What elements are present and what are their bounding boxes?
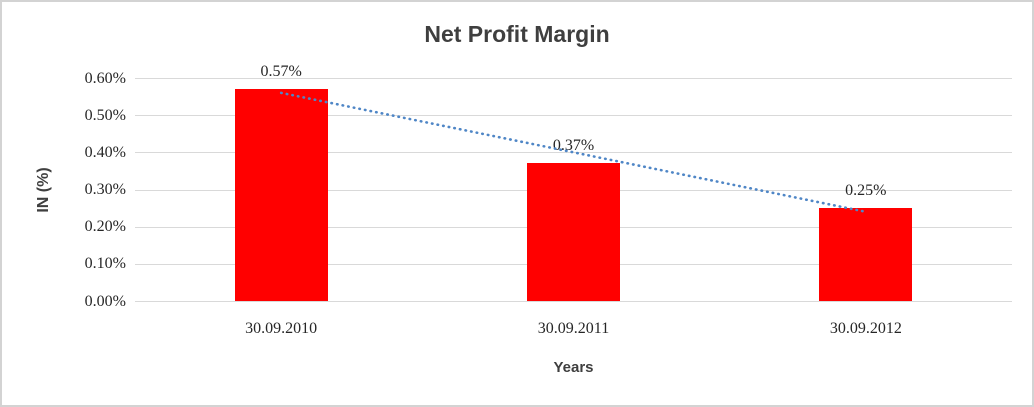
bar-data-label: 0.57% bbox=[260, 63, 302, 81]
x-category-label: 30.09.2010 bbox=[245, 320, 318, 337]
y-tick-label: 0.00% bbox=[84, 292, 126, 310]
chart-title: Net Profit Margin bbox=[424, 21, 610, 47]
y-tick-label: 0.20% bbox=[84, 218, 126, 236]
gridline bbox=[135, 301, 1012, 302]
y-tick-label: 0.30% bbox=[84, 181, 126, 198]
bar bbox=[819, 208, 913, 301]
x-category-label: 30.09.2011 bbox=[537, 320, 610, 337]
y-tick-label: 0.60% bbox=[84, 69, 126, 87]
x-category-label: 30.09.2012 bbox=[829, 320, 902, 337]
y-tick-label: 0.10% bbox=[84, 255, 126, 273]
bar bbox=[527, 163, 620, 301]
bar-data-label: 0.25% bbox=[845, 182, 887, 200]
x-axis-title: Years bbox=[553, 359, 594, 376]
y-tick-label: 0.40% bbox=[84, 143, 126, 161]
y-tick-label: 0.50% bbox=[84, 106, 126, 124]
bar-data-label: 0.37% bbox=[552, 137, 595, 155]
gridline bbox=[135, 78, 1012, 79]
bar bbox=[234, 89, 328, 301]
